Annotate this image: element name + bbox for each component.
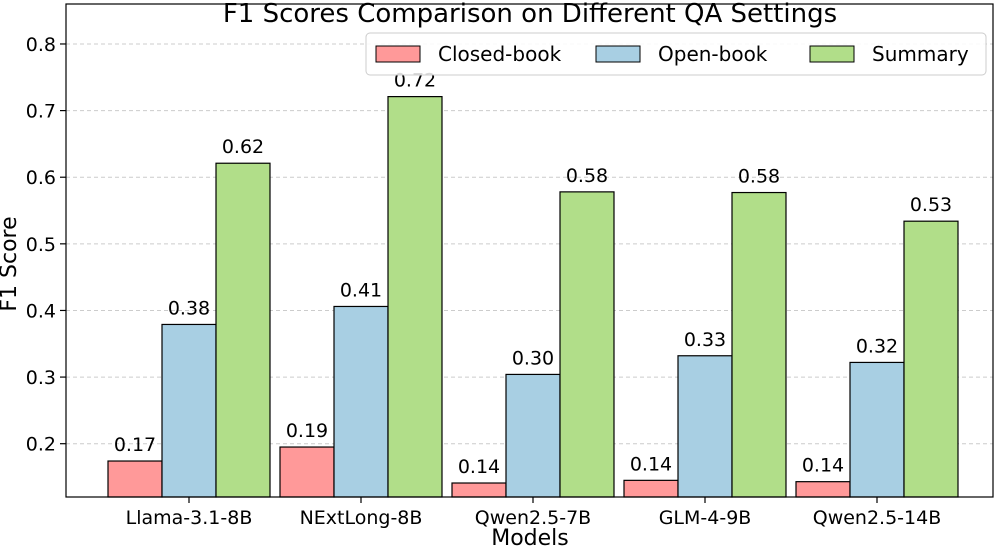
bar-summary-3 [731, 191, 787, 498]
bar-value-label: 0.38 [168, 297, 210, 319]
bar-value-label: 0.17 [114, 434, 156, 456]
bar-value-label: 0.14 [458, 456, 500, 478]
bar-value-label: 0.58 [738, 166, 780, 188]
legend-swatch [809, 45, 855, 63]
bar-open-book-0 [161, 323, 217, 498]
bar-open-book-4 [849, 361, 905, 498]
legend-label: Open-book [658, 42, 768, 66]
y-tick-label: 0.8 [26, 34, 56, 56]
bar-value-label: 0.14 [802, 455, 844, 477]
bar-value-label: 0.32 [856, 335, 898, 357]
y-tick-label: 0.5 [26, 234, 56, 256]
x-axis-title: Models [491, 526, 569, 546]
bar-value-label: 0.41 [340, 279, 382, 301]
y-tick-label: 0.6 [26, 167, 56, 189]
bar-value-label: 0.30 [512, 347, 554, 369]
bar-closed-book-2 [451, 482, 507, 498]
bar-value-label: 0.33 [684, 329, 726, 351]
y-axis-ticks: 0.2 0.3 0.4 0.5 0.6 0.7 0.8 [26, 34, 66, 456]
chart-title: F1 Scores Comparison on Different QA Set… [223, 0, 837, 29]
y-axis-title: F1 Score [0, 216, 22, 311]
y-tick-label: 0.2 [26, 434, 56, 456]
legend-box [365, 32, 987, 76]
legend-label: Summary [872, 42, 969, 66]
bar-closed-book-3 [623, 479, 679, 498]
x-axis-ticks: Llama-3.1-8B NExtLong-8B Qwen2.5-7B GLM-4-9… [126, 497, 942, 529]
bar-summary-1 [387, 96, 443, 498]
bar-open-book-3 [677, 355, 733, 498]
bar-value-label: 0.14 [630, 453, 672, 475]
bar-labels: 0.170.380.620.190.410.720.140.300.580.14… [114, 70, 952, 478]
bar-summary-4 [903, 220, 959, 498]
y-tick-label: 0.7 [26, 101, 56, 123]
bar-closed-book-0 [107, 460, 163, 498]
bar-summary-0 [215, 162, 271, 498]
bar-closed-book-1 [279, 446, 335, 498]
x-tick-label: Qwen2.5-7B [475, 507, 591, 529]
bar-value-label: 0.62 [222, 136, 264, 158]
legend-swatch [375, 45, 421, 63]
bar-value-label: 0.19 [286, 420, 328, 442]
x-tick-label: Qwen2.5-14B [813, 507, 942, 529]
x-tick-label: NExtLong-8B [300, 507, 423, 529]
legend-label: Closed-book [438, 42, 562, 66]
x-tick-label: GLM-4-9B [659, 507, 752, 529]
legend-swatch [595, 45, 641, 63]
bar-value-label: 0.58 [566, 165, 608, 187]
bar-value-label: 0.53 [910, 194, 952, 216]
plot-frame [65, 3, 994, 498]
legend: Closed-book Open-book Summary [365, 32, 987, 76]
bar-closed-book-4 [795, 481, 851, 498]
bar-open-book-2 [505, 373, 561, 498]
x-tick-label: Llama-3.1-8B [126, 507, 253, 529]
y-tick-label: 0.4 [26, 300, 56, 322]
bar-open-book-1 [333, 305, 389, 498]
bar-summary-2 [559, 191, 615, 498]
y-tick-label: 0.3 [26, 367, 56, 389]
